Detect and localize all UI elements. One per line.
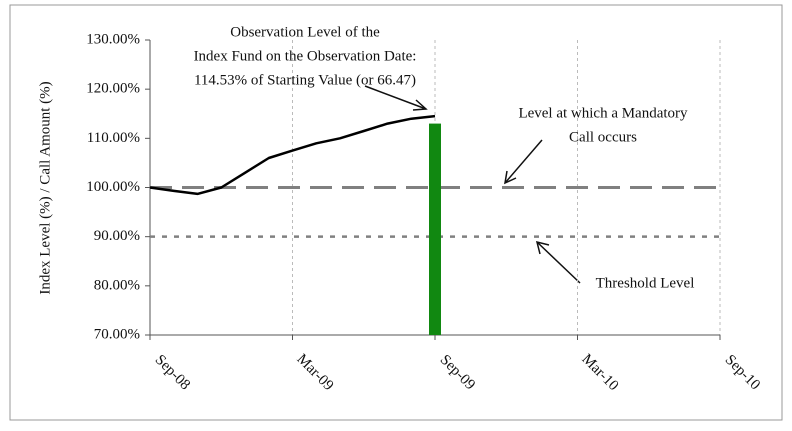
annotation: Observation Level of the bbox=[230, 24, 380, 40]
arrow-head bbox=[412, 99, 428, 111]
arrow bbox=[364, 85, 427, 110]
arrows bbox=[364, 85, 581, 284]
x-tick-label: Sep-10 bbox=[722, 352, 763, 393]
y-tick-label: 90.00% bbox=[94, 228, 140, 244]
annotation: Call occurs bbox=[569, 129, 637, 145]
x-tick-label: Mar-09 bbox=[293, 351, 336, 394]
annotation: 114.53% of Starting Value (or 66.47) bbox=[194, 72, 416, 88]
line bbox=[149, 114, 436, 196]
y-tick-label: 100.00% bbox=[86, 179, 140, 195]
arrow bbox=[504, 139, 543, 184]
annotation: Threshold Level bbox=[596, 275, 695, 291]
y-tick-label: 110.00% bbox=[87, 130, 140, 146]
annotation: Index Fund on the Observation Date: bbox=[194, 48, 417, 64]
frame bbox=[9, 4, 783, 421]
x-tick-label: Mar-10 bbox=[578, 351, 621, 394]
annotation: Level at which a Mandatory bbox=[518, 105, 688, 121]
x-tick-label: Sep-08 bbox=[152, 352, 193, 393]
y-tick-label: 130.00% bbox=[86, 31, 140, 47]
arrow bbox=[536, 241, 581, 284]
arrow-head bbox=[504, 170, 517, 185]
y-axis-label: Index Level (%) / Call Amount (%) bbox=[37, 81, 53, 294]
bar bbox=[429, 123, 441, 335]
arrow-head bbox=[535, 240, 550, 255]
y-tick-label: 120.00% bbox=[86, 81, 140, 97]
y-tick-label: 80.00% bbox=[94, 277, 140, 293]
x-tick-label: Sep-09 bbox=[437, 352, 478, 393]
y-tick-label: 70.00% bbox=[94, 326, 140, 342]
